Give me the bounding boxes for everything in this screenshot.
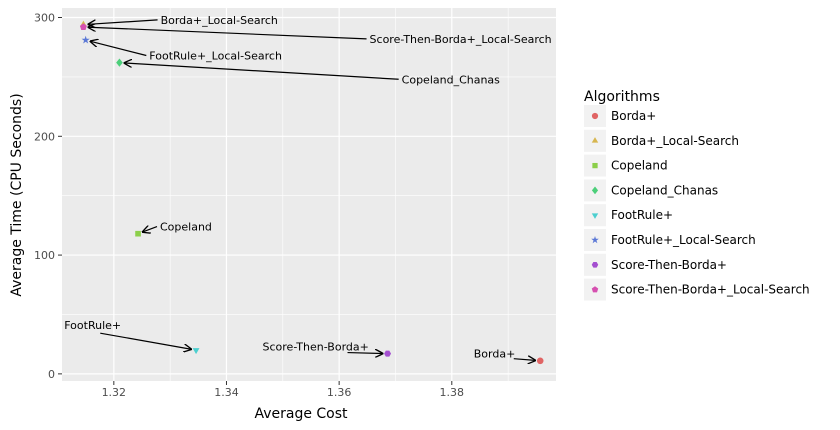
x-tick-label: 1.34 xyxy=(214,386,239,399)
y-axis-ticks: 0 100 200 300 xyxy=(34,12,62,381)
annotation-arrow xyxy=(143,227,158,232)
legend-label: FootRule+_Local-Search xyxy=(611,233,756,247)
annotation-arrow xyxy=(88,19,158,24)
minor-gridlines xyxy=(62,8,556,381)
annotation-arrow xyxy=(91,41,147,57)
point-score-then-borda-local-search xyxy=(79,23,87,30)
point-score-then-borda- xyxy=(384,350,392,357)
x-tick-label: 1.36 xyxy=(327,386,352,399)
annotation-label: Copeland_Chanas xyxy=(402,73,501,86)
x-axis-title: Average Cost xyxy=(254,406,348,422)
legend: Algorithms Borda+ Borda+_Local-Search Cope… xyxy=(584,89,810,301)
annotation-label: FootRule+_Local-Search xyxy=(149,50,282,63)
legend-label: Copeland_Chanas xyxy=(611,183,718,197)
annotation-label: Score-Then-Borda+_Local-Search xyxy=(370,33,552,46)
legend-key-marker xyxy=(592,162,598,169)
plot-panel xyxy=(62,8,556,381)
annotation-label: Score-Then-Borda+ xyxy=(263,341,369,354)
legend-label: Borda+ xyxy=(611,109,656,123)
y-tick-label: 300 xyxy=(34,12,55,25)
legend-key-marker xyxy=(591,286,599,293)
legend-label: Copeland xyxy=(611,159,668,173)
legend-title: Algorithms xyxy=(584,89,660,105)
legend-key-marker xyxy=(591,186,599,195)
legend-label: FootRule+ xyxy=(611,208,673,222)
x-tick-label: 1.38 xyxy=(440,386,465,399)
legend-label: Score-Then-Borda+ xyxy=(611,258,727,272)
point-borda- xyxy=(536,357,544,365)
annotation-label: FootRule+ xyxy=(64,319,121,332)
legend-key-marker xyxy=(591,137,599,143)
major-gridlines xyxy=(62,8,556,381)
annotation-label: Borda+ xyxy=(474,348,516,361)
legend-label: Borda+_Local-Search xyxy=(611,134,739,148)
data-points xyxy=(79,20,544,365)
x-tick-label: 1.32 xyxy=(102,386,127,399)
legend-key-marker xyxy=(591,261,599,268)
point-footrule-local-search xyxy=(81,35,90,44)
annotation-label: Borda+_Local-Search xyxy=(161,14,278,27)
legend-key-marker xyxy=(591,213,599,219)
annotations: Borda+_Local-Search Score-Then-Borda+_Loc… xyxy=(64,14,552,361)
annotation-arrow xyxy=(88,27,367,40)
y-tick-label: 200 xyxy=(34,130,55,143)
legend-key-marker xyxy=(591,235,599,244)
point-footrule- xyxy=(192,348,200,355)
legend-key-marker xyxy=(591,112,599,120)
annotation-arrow xyxy=(513,359,535,361)
point-copeland-chanas xyxy=(116,58,123,67)
annotation-arrow xyxy=(100,332,191,349)
y-axis-title: Average Time (CPU Seconds) xyxy=(9,93,25,296)
y-tick-label: 0 xyxy=(48,368,55,381)
annotation-arrow xyxy=(124,63,399,80)
y-tick-label: 100 xyxy=(34,249,55,262)
annotation-label: Copeland xyxy=(160,221,212,234)
annotation-arrow xyxy=(347,353,383,354)
x-axis-ticks: 1.32 1.34 1.36 1.38 xyxy=(102,381,464,399)
legend-items: Borda+ Borda+_Local-Search Copeland Copelan… xyxy=(584,105,810,301)
legend-label: Score-Then-Borda+_Local-Search xyxy=(611,283,810,297)
point-copeland xyxy=(135,230,141,237)
